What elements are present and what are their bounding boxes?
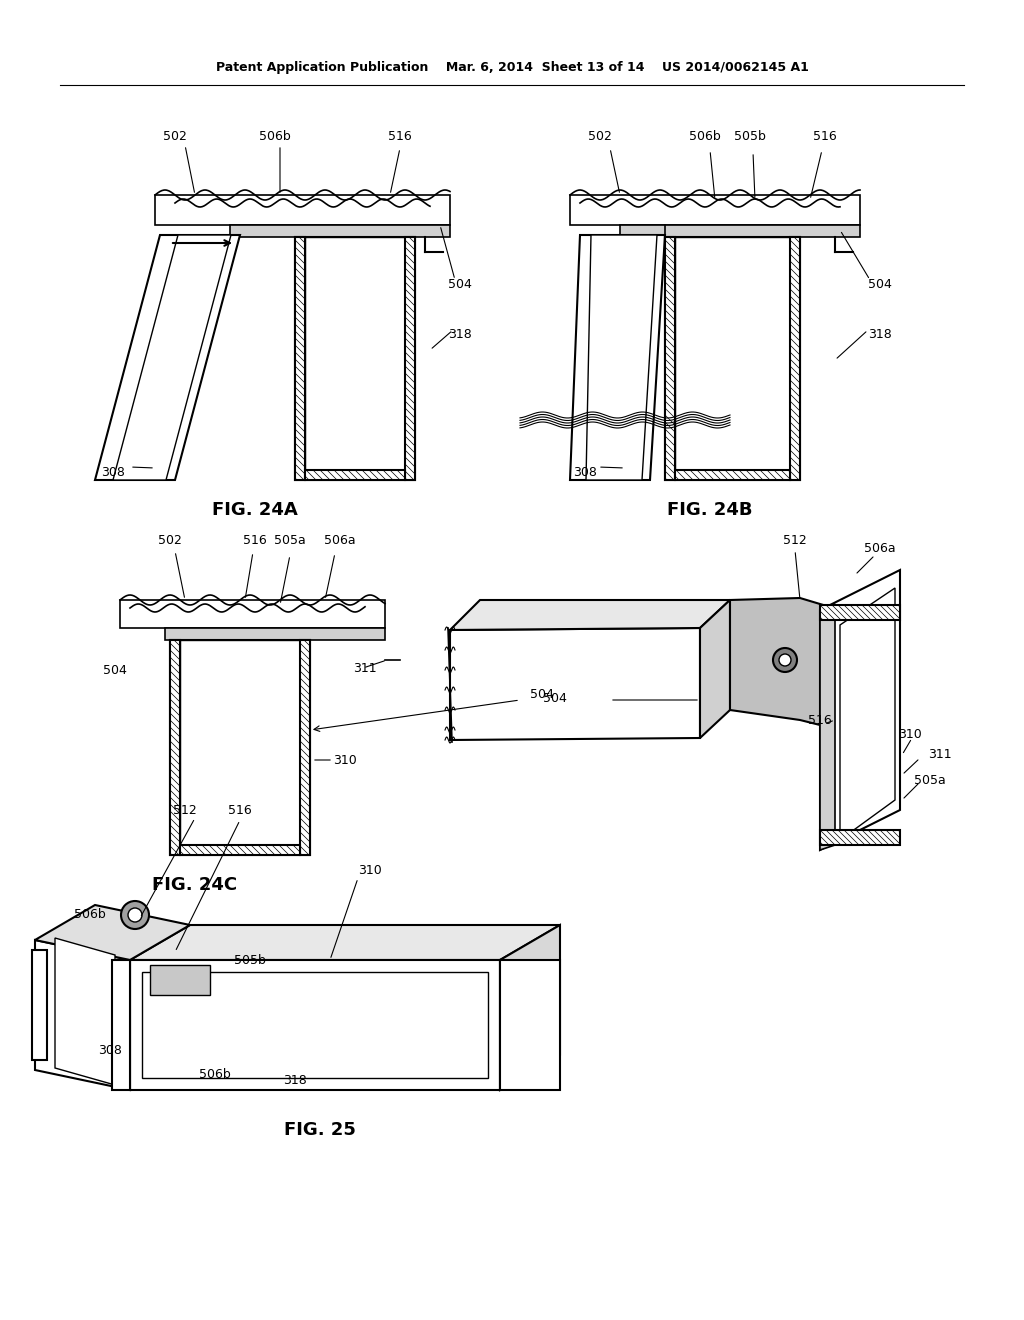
- Text: 504: 504: [868, 279, 892, 292]
- Text: 308: 308: [573, 466, 597, 479]
- Bar: [295, 238, 415, 480]
- Text: FIG. 25: FIG. 25: [284, 1121, 356, 1139]
- Text: 506b: 506b: [199, 1068, 230, 1081]
- Text: 505b: 505b: [234, 953, 266, 966]
- Polygon shape: [730, 598, 840, 730]
- Polygon shape: [820, 570, 900, 850]
- Bar: [665, 238, 675, 480]
- Text: 310: 310: [333, 754, 357, 767]
- Text: 502: 502: [588, 131, 612, 144]
- Text: Patent Application Publication    Mar. 6, 2014  Sheet 13 of 14    US 2014/006214: Patent Application Publication Mar. 6, 2…: [216, 62, 808, 74]
- Circle shape: [121, 902, 150, 929]
- Bar: [170, 640, 180, 855]
- Text: 516: 516: [228, 804, 252, 817]
- Polygon shape: [55, 939, 115, 1085]
- Text: 502: 502: [163, 131, 187, 144]
- Polygon shape: [570, 235, 665, 480]
- Polygon shape: [586, 235, 657, 480]
- Bar: [112, 960, 130, 1090]
- Text: 506b: 506b: [74, 908, 105, 921]
- Polygon shape: [95, 235, 240, 480]
- Bar: [155, 195, 450, 224]
- Circle shape: [779, 653, 791, 667]
- Bar: [305, 238, 406, 470]
- Polygon shape: [450, 628, 700, 741]
- Text: 516: 516: [813, 131, 837, 144]
- Bar: [406, 238, 415, 480]
- Polygon shape: [130, 960, 500, 1090]
- Text: 506a: 506a: [325, 533, 355, 546]
- Polygon shape: [450, 601, 730, 630]
- Polygon shape: [500, 960, 560, 1090]
- Bar: [820, 605, 900, 620]
- Bar: [620, 224, 860, 238]
- Text: 318: 318: [283, 1073, 307, 1086]
- Polygon shape: [820, 605, 835, 850]
- Bar: [180, 640, 300, 845]
- Text: 311: 311: [353, 661, 377, 675]
- Bar: [230, 224, 450, 238]
- Polygon shape: [130, 925, 560, 960]
- Circle shape: [128, 908, 142, 921]
- Text: 516: 516: [808, 714, 831, 726]
- Text: 506a: 506a: [864, 541, 896, 554]
- Text: FIG. 24A: FIG. 24A: [212, 502, 298, 519]
- Circle shape: [773, 648, 797, 672]
- Text: FIG. 24B: FIG. 24B: [668, 502, 753, 519]
- Text: 516: 516: [243, 533, 267, 546]
- Text: 505a: 505a: [274, 533, 306, 546]
- Text: 504: 504: [543, 692, 567, 705]
- Text: 506b: 506b: [259, 131, 291, 144]
- Text: 318: 318: [449, 329, 472, 342]
- Bar: [165, 628, 385, 640]
- Text: 504: 504: [449, 279, 472, 292]
- Polygon shape: [113, 235, 231, 480]
- Text: 504: 504: [530, 689, 554, 701]
- Bar: [295, 238, 305, 480]
- Text: 505a: 505a: [914, 774, 946, 787]
- Polygon shape: [35, 940, 130, 1090]
- Text: 310: 310: [898, 729, 922, 742]
- Bar: [32, 950, 47, 1060]
- Bar: [570, 195, 860, 224]
- Text: FIG. 24C: FIG. 24C: [153, 876, 238, 894]
- Bar: [150, 965, 210, 995]
- Bar: [675, 470, 790, 480]
- Text: 308: 308: [98, 1044, 122, 1056]
- Bar: [790, 238, 800, 480]
- Polygon shape: [840, 587, 895, 840]
- Bar: [820, 830, 900, 845]
- Bar: [305, 470, 406, 480]
- Text: 504: 504: [103, 664, 127, 676]
- Bar: [665, 238, 800, 480]
- Text: 512: 512: [783, 533, 807, 546]
- Text: 308: 308: [101, 466, 125, 479]
- Polygon shape: [700, 601, 730, 738]
- Polygon shape: [500, 925, 560, 1090]
- Bar: [170, 640, 310, 855]
- Bar: [120, 601, 385, 628]
- Text: 310: 310: [358, 863, 382, 876]
- Text: 506b: 506b: [689, 131, 721, 144]
- Polygon shape: [142, 972, 488, 1078]
- Text: 512: 512: [173, 804, 197, 817]
- Bar: [180, 845, 300, 855]
- Text: 516: 516: [388, 131, 412, 144]
- Text: 502: 502: [158, 533, 182, 546]
- Text: 505b: 505b: [734, 131, 766, 144]
- Bar: [675, 238, 790, 470]
- Text: 318: 318: [868, 329, 892, 342]
- Bar: [300, 640, 310, 855]
- Polygon shape: [35, 906, 190, 960]
- Text: 311: 311: [928, 748, 952, 762]
